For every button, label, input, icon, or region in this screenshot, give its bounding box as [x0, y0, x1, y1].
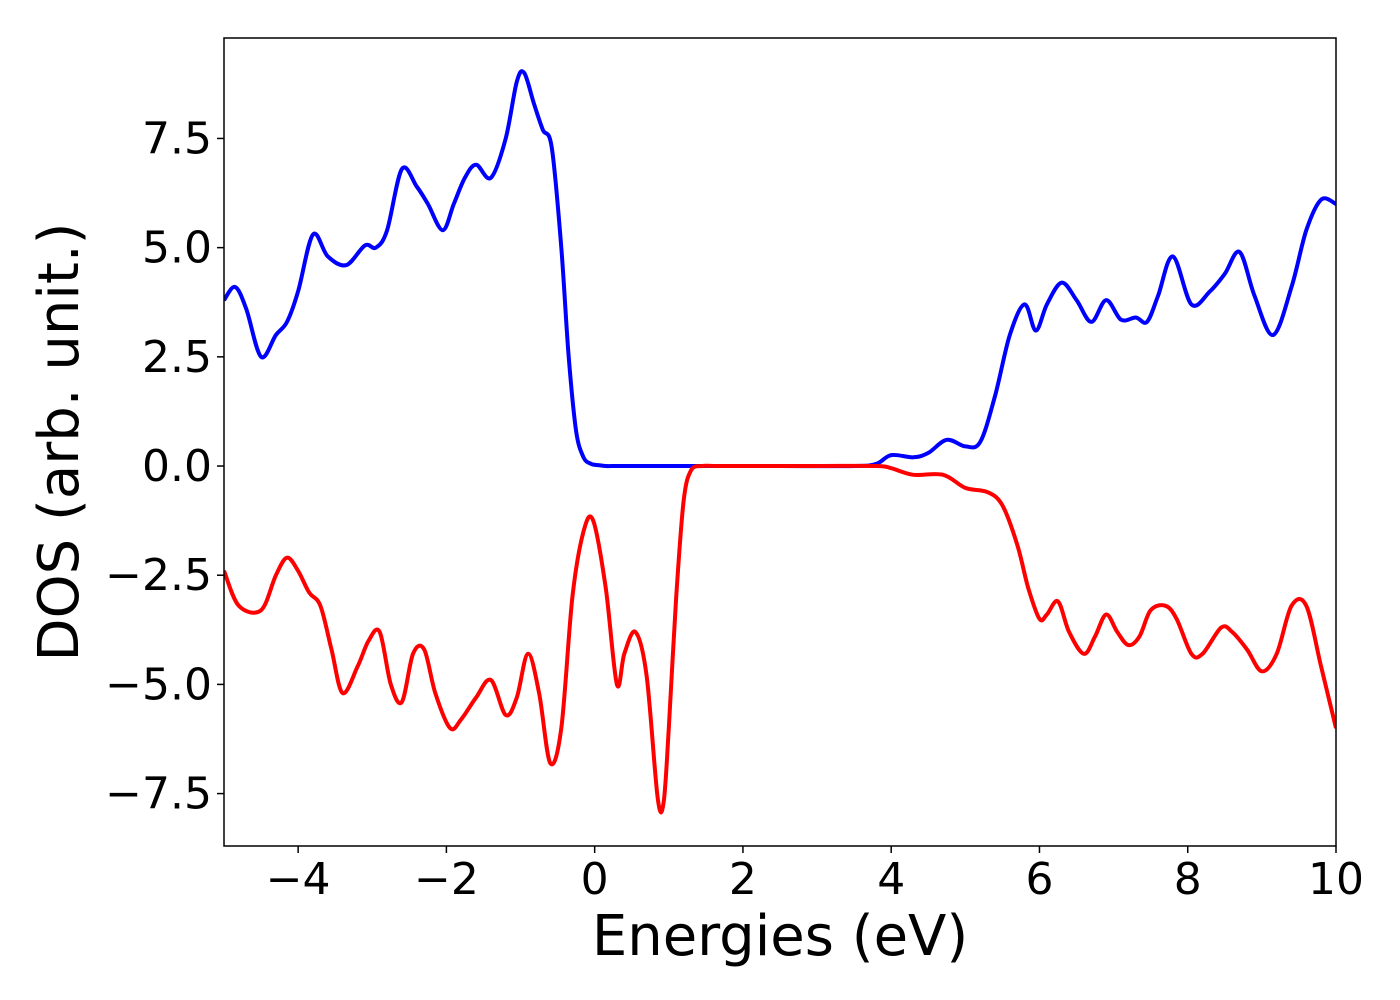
series-line-1 [224, 69, 1336, 469]
series-layer [224, 69, 1336, 815]
y-tick-label: −5.0 [105, 659, 212, 710]
x-tick-label: 8 [1174, 854, 1202, 905]
y-tick-label: 2.5 [142, 332, 212, 383]
x-tick-label: −4 [266, 854, 331, 905]
x-tick-label: 6 [1025, 854, 1053, 905]
x-tick-label: 2 [729, 854, 757, 905]
y-axis: −7.5 −5.0 −2.5 0.0 2.5 5.0 7.5 [105, 113, 224, 820]
plot-frame [223, 37, 1337, 847]
y-tick-label: −7.5 [105, 769, 212, 820]
series-line-2 [224, 463, 1336, 815]
x-axis: −4 −2 0 2 4 6 8 10 [266, 846, 1364, 905]
x-tick-label: 10 [1308, 854, 1364, 905]
y-axis-title: DOS (arb. unit.) [27, 222, 92, 661]
y-tick-label: 7.5 [142, 113, 212, 164]
y-tick-label: 5.0 [142, 223, 212, 274]
x-tick-label: 4 [877, 854, 905, 905]
y-tick-label: −2.5 [105, 550, 212, 601]
y-tick-label: 0.0 [142, 441, 212, 492]
x-axis-title: Energies (eV) [592, 904, 968, 969]
x-tick-label: −2 [414, 854, 479, 905]
x-tick-label: 0 [581, 854, 609, 905]
